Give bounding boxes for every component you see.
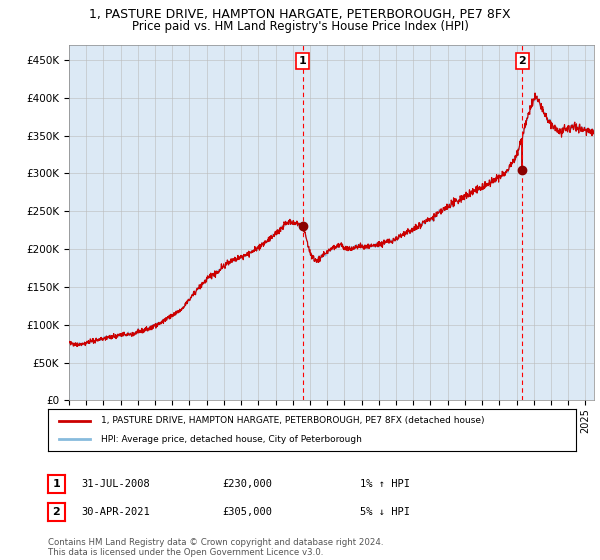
Text: Contains HM Land Registry data © Crown copyright and database right 2024.
This d: Contains HM Land Registry data © Crown c…	[48, 538, 383, 557]
Text: Price paid vs. HM Land Registry's House Price Index (HPI): Price paid vs. HM Land Registry's House …	[131, 20, 469, 32]
Text: 1: 1	[299, 56, 307, 66]
Text: 1, PASTURE DRIVE, HAMPTON HARGATE, PETERBOROUGH, PE7 8FX: 1, PASTURE DRIVE, HAMPTON HARGATE, PETER…	[89, 8, 511, 21]
Text: 1% ↑ HPI: 1% ↑ HPI	[360, 479, 410, 489]
Text: 2: 2	[53, 507, 60, 517]
Text: 31-JUL-2008: 31-JUL-2008	[81, 479, 150, 489]
Text: HPI: Average price, detached house, City of Peterborough: HPI: Average price, detached house, City…	[101, 435, 362, 444]
Text: £230,000: £230,000	[222, 479, 272, 489]
Text: £305,000: £305,000	[222, 507, 272, 517]
Text: 30-APR-2021: 30-APR-2021	[81, 507, 150, 517]
Text: 2: 2	[518, 56, 526, 66]
Text: 5% ↓ HPI: 5% ↓ HPI	[360, 507, 410, 517]
Text: 1: 1	[53, 479, 60, 489]
Text: 1, PASTURE DRIVE, HAMPTON HARGATE, PETERBOROUGH, PE7 8FX (detached house): 1, PASTURE DRIVE, HAMPTON HARGATE, PETER…	[101, 416, 484, 425]
